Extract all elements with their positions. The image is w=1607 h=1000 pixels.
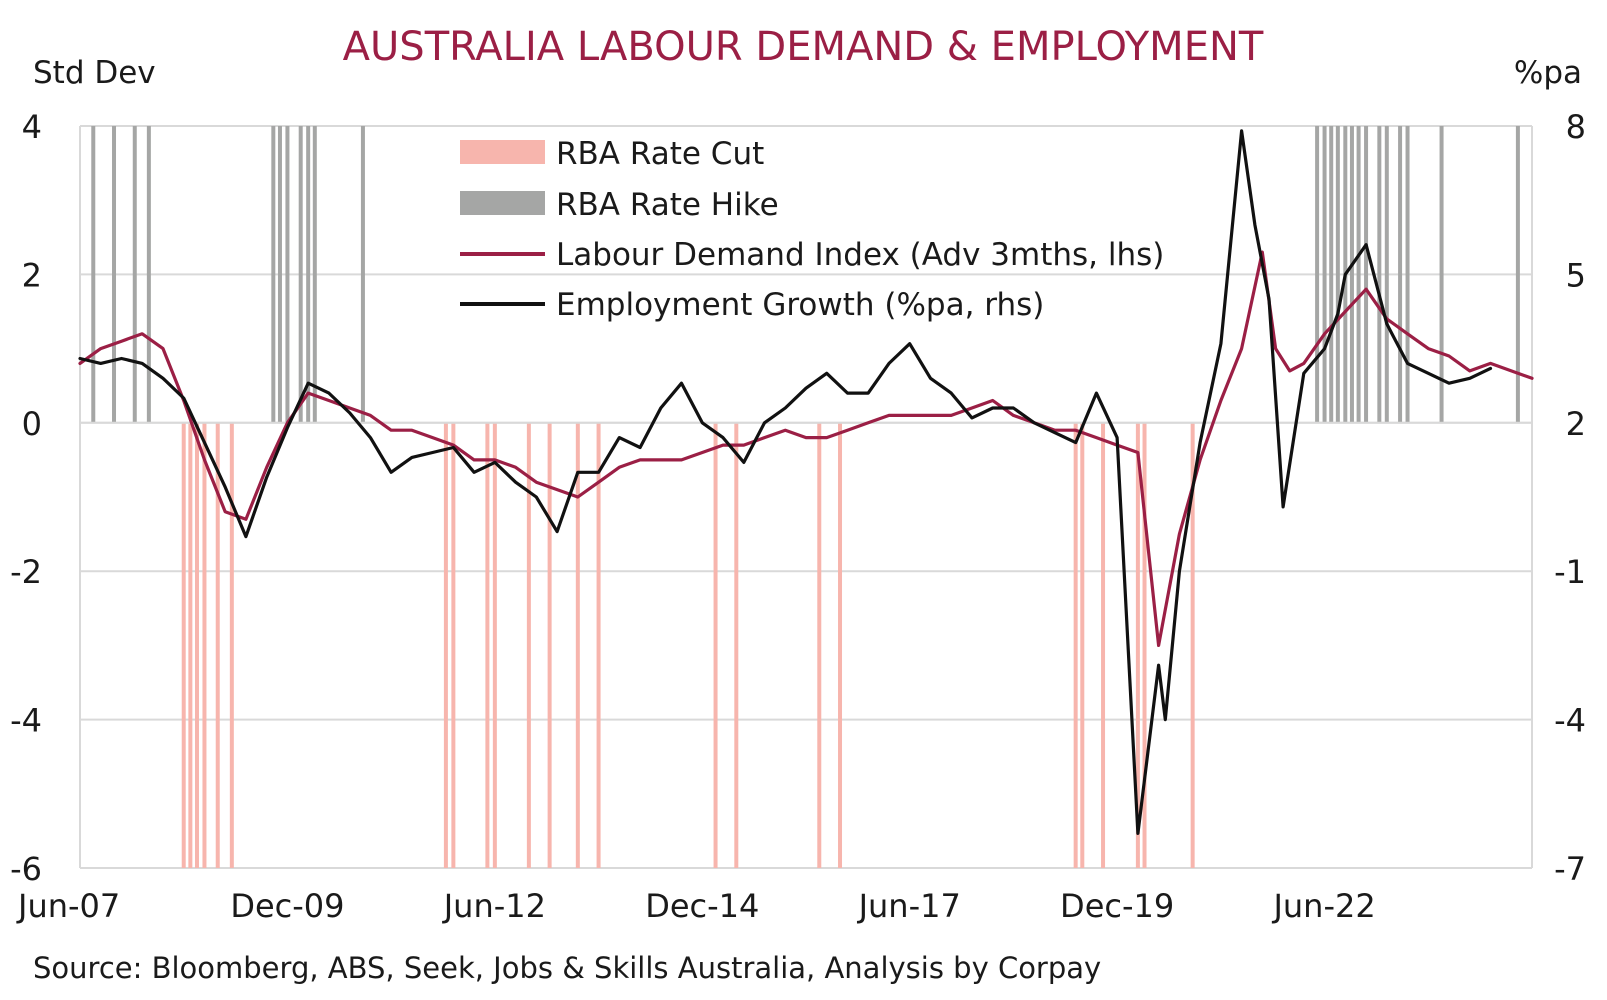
rate-hike-band	[1356, 126, 1361, 423]
legend-label-employment-growth: Employment Growth (%pa, rhs)	[556, 287, 1044, 323]
rate-hike-band	[112, 126, 117, 423]
x-tick-label: Jun-07	[16, 887, 120, 925]
employment-growth-line	[78, 129, 1493, 836]
rate-hike-band	[1384, 126, 1389, 423]
legend-label-labour-demand: Labour Demand Index (Adv 3mths, lhs)	[556, 237, 1164, 273]
x-tick-label: Dec-09	[230, 887, 344, 925]
rate-hike-band	[1364, 126, 1369, 423]
legend-label-rate-hike: RBA Rate Hike	[556, 187, 779, 223]
rate-cut-band	[838, 422, 843, 868]
rate-cut-band	[1080, 422, 1085, 868]
rate-cut-band	[1135, 422, 1140, 868]
rate-cut-band	[485, 422, 490, 868]
tick-labels: 4 2 0 -2 -4 -6 8 5 2 -1 -4 -7 Jun-07 Dec-09 Jun-12 Dec-…	[10, 108, 1586, 925]
rate-cut-band	[202, 422, 207, 868]
rate-hike-band	[1405, 126, 1410, 423]
rate-hike-band	[132, 126, 137, 423]
right-tick-label: -4	[1554, 702, 1586, 740]
rate-hike-band	[1315, 126, 1320, 423]
rate-cut-band	[451, 422, 456, 868]
right-tick-label: 8	[1566, 108, 1586, 146]
rate-hike-band	[1515, 126, 1520, 423]
right-tick-label: -7	[1554, 850, 1586, 888]
x-tick-label: Jun-22	[1271, 887, 1375, 925]
source-note: Source: Bloomberg, ABS, Seek, Jobs & Ski…	[33, 951, 1101, 985]
legend-swatch-rate-hike	[460, 191, 545, 215]
x-tick-label: Jun-12	[442, 887, 546, 925]
rate-cut-band	[215, 422, 220, 868]
left-tick-label: -4	[10, 702, 42, 740]
rate-cut-band	[443, 422, 448, 868]
rate-cut-band	[194, 422, 199, 868]
x-tick-label: Dec-14	[645, 887, 759, 925]
rate-hike-band	[298, 126, 303, 423]
left-axis-label: Std Dev	[33, 55, 156, 91]
rate-cut-band	[1190, 422, 1195, 868]
left-tick-label: -6	[10, 850, 42, 888]
rate-hike-band	[271, 126, 276, 423]
rate-hike-band	[1329, 126, 1334, 423]
rate-cut-band	[1073, 422, 1078, 868]
rate-cut-band	[492, 422, 497, 868]
rate-bands	[91, 126, 1520, 868]
legend: RBA Rate Cut RBA Rate Hike Labour Demand…	[460, 136, 1164, 323]
legend-label-rate-cut: RBA Rate Cut	[556, 136, 764, 172]
rate-hike-band	[306, 126, 311, 423]
rate-hike-band	[1349, 126, 1354, 423]
rate-cut-band	[734, 422, 739, 868]
rate-cut-band	[229, 422, 234, 868]
rate-hike-band	[1335, 126, 1340, 423]
left-tick-label: 2	[22, 256, 42, 294]
series-lines	[78, 129, 1534, 836]
rate-hike-band	[285, 126, 290, 423]
rate-hike-band	[146, 126, 151, 423]
labour-demand-line	[78, 250, 1534, 648]
rate-hike-band	[1377, 126, 1382, 423]
x-tick-label: Dec-19	[1060, 887, 1174, 925]
rate-cut-band	[526, 422, 531, 868]
rate-hike-band	[360, 126, 365, 423]
rate-cut-band	[596, 422, 601, 868]
left-tick-label: 0	[22, 405, 42, 443]
rate-hike-band	[277, 126, 282, 423]
rate-hike-band	[1398, 126, 1403, 423]
right-tick-label: -1	[1554, 553, 1586, 591]
rate-cut-band	[1142, 422, 1147, 868]
x-tick-label: Jun-17	[857, 887, 961, 925]
right-axis-label: %pa	[1514, 55, 1582, 91]
rate-cut-band	[547, 422, 552, 868]
legend-swatch-rate-cut	[460, 140, 545, 164]
rate-cut-band	[817, 422, 822, 868]
left-tick-label: 4	[22, 108, 42, 146]
rate-hike-band	[312, 126, 317, 423]
rate-cut-band	[713, 422, 718, 868]
rate-hike-band	[91, 126, 96, 423]
rate-cut-band	[1101, 422, 1106, 868]
right-tick-label: 5	[1566, 256, 1586, 294]
rate-cut-band	[181, 422, 186, 868]
right-tick-label: 2	[1566, 405, 1586, 443]
rate-cut-band	[188, 422, 193, 868]
rate-hike-band	[1322, 126, 1327, 423]
left-tick-label: -2	[10, 553, 42, 591]
rate-hike-band	[1439, 126, 1444, 423]
rate-cut-band	[575, 422, 580, 868]
chart-title: AUSTRALIA LABOUR DEMAND & EMPLOYMENT	[343, 24, 1264, 70]
